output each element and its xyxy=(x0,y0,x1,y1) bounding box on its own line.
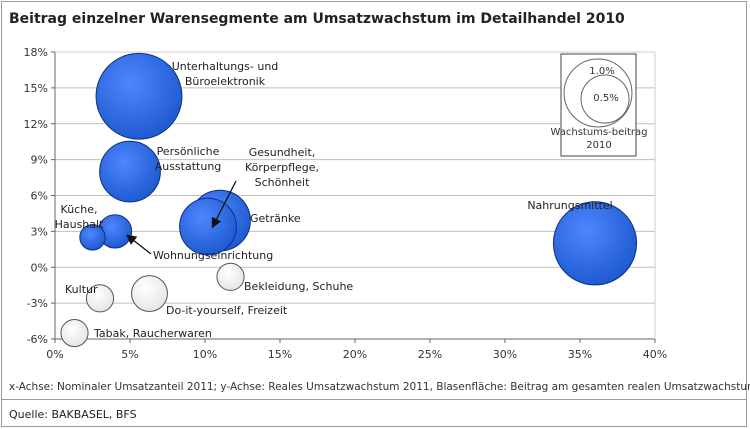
point-label: Tabak, Raucherwaren xyxy=(93,327,212,340)
y-tick-label: 3% xyxy=(31,225,48,238)
bubble xyxy=(131,275,168,313)
size-legend-title: Wachstums-beitrag 2010 xyxy=(550,127,647,151)
point-label: Persönliche Ausstattung xyxy=(155,145,222,173)
x-tick-label: 0% xyxy=(46,348,63,361)
point-label: Unterhaltungs- und Büroelektronik xyxy=(172,60,279,88)
source-note: Quelle: BAKBASEL, BFS xyxy=(9,408,137,421)
size-legend-circle-large xyxy=(563,58,633,128)
size-legend-entry: 0.5% xyxy=(593,93,618,104)
y-tick-label: -6% xyxy=(27,333,48,346)
bubble xyxy=(85,284,115,313)
x-tick-label: 20% xyxy=(343,348,367,361)
y-tick-label: 18% xyxy=(24,46,48,59)
y-tick-label: 9% xyxy=(31,154,48,167)
x-tick-label: 25% xyxy=(418,348,442,361)
axis-layer: -6% -3% 0% 3% 6% 9% 12% 15% 18% 0% 5% 10% 15% 20% 25% 3… xyxy=(24,46,668,361)
y-tick-label: 0% xyxy=(31,261,48,274)
y-tick-label: 6% xyxy=(31,190,48,203)
bubble xyxy=(79,224,106,251)
label-layer: Unterhaltungs- und Büroelektronik Persönli… xyxy=(55,60,613,340)
x-tick-label: 10% xyxy=(193,348,217,361)
x-tick-label: 35% xyxy=(568,348,592,361)
point-label: Nahrungsmittel xyxy=(527,199,612,212)
point-label: Getränke xyxy=(250,212,301,225)
point-label: Do-it-yourself, Freizeit xyxy=(166,304,288,317)
y-tick-label: 12% xyxy=(24,118,48,131)
chart-title: Beitrag einzelner Warensegmente am Umsat… xyxy=(9,11,625,27)
size-legend-entry: 1.0% xyxy=(589,66,614,77)
bubble xyxy=(552,201,638,286)
y-tick-label: -3% xyxy=(27,297,48,310)
bubble xyxy=(95,52,183,140)
point-label: Wohnungseinrichtung xyxy=(153,249,273,262)
bubble-layer xyxy=(60,52,638,348)
divider xyxy=(1,399,747,400)
point-label: Kultur xyxy=(65,283,98,296)
bubble xyxy=(179,197,237,256)
arrow-gesundheit xyxy=(211,180,237,229)
x-tick-label: 15% xyxy=(268,348,292,361)
point-label: Gesundheit, Körperpflege, Schönheit xyxy=(245,146,319,189)
point-label: Bekleidung, Schuhe xyxy=(244,280,353,293)
size-legend-circle-small xyxy=(580,74,630,124)
x-tick-label: 40% xyxy=(643,348,667,361)
bubble xyxy=(60,318,89,348)
x-tick-label: 5% xyxy=(121,348,138,361)
y-tick-label: 15% xyxy=(24,82,48,95)
bubble xyxy=(216,262,245,291)
point-label: Küche, Haushalt xyxy=(55,203,104,231)
arrow-wohnungseinrichtung xyxy=(125,234,152,255)
bubble xyxy=(99,140,161,203)
axis-note: x-Achse: Nominaler Umsatzanteil 2011; y-… xyxy=(9,381,750,393)
size-legend: 1.0% 0.5% Wachstums-beitrag 2010 xyxy=(550,53,648,157)
x-tick-label: 30% xyxy=(493,348,517,361)
